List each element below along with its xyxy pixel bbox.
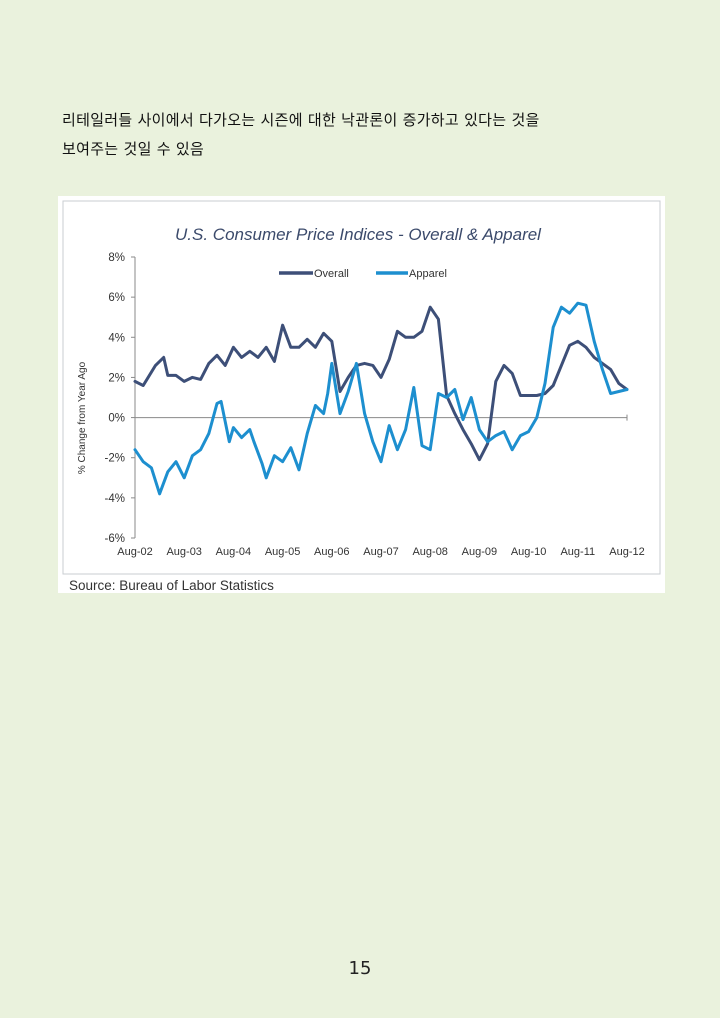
x-tick-label: Aug-03: [166, 546, 201, 558]
y-tick-label: -2%: [105, 453, 125, 465]
page-number: 15: [348, 958, 372, 979]
x-tick-label: Aug-11: [560, 546, 595, 558]
y-axis-label: % Change from Year Ago: [77, 361, 88, 474]
plot-lines: [133, 301, 629, 496]
y-tick-label: 4%: [108, 332, 125, 344]
y-tick-label: -6%: [105, 533, 125, 545]
x-tick-label: Aug-10: [511, 546, 546, 558]
paragraph-line-1: 리테일러들 사이에서 다가오는 시즌에 대한 낙관론이 증가하고 있다는 것을: [62, 111, 540, 129]
chart-source-note: Source: Bureau of Labor Statistics: [69, 578, 274, 593]
body-paragraph: 리테일러들 사이에서 다가오는 시즌에 대한 낙관론이 증가하고 있다는 것을 …: [62, 106, 662, 164]
legend-label-overall: Overall: [314, 268, 349, 280]
y-tick-label: 8%: [108, 252, 125, 264]
x-tick-label: Aug-06: [314, 546, 349, 558]
y-tick-label: -4%: [105, 493, 125, 505]
x-tick-label: Aug-04: [216, 546, 251, 558]
series-line-apparel: [133, 301, 629, 496]
x-tick-label: Aug-08: [412, 546, 447, 558]
chart-figure: U.S. Consumer Price Indices - Overall & …: [58, 196, 665, 593]
series-line-overall: [133, 305, 629, 462]
x-tick-label: Aug-12: [609, 546, 644, 558]
paragraph-line-2: 보여주는 것일 수 있음: [62, 140, 205, 158]
chart-legend: Overall Apparel: [279, 268, 447, 280]
x-tick-label: Aug-09: [462, 546, 497, 558]
cpi-line-chart: U.S. Consumer Price Indices - Overall & …: [62, 200, 661, 593]
y-tick-label: 6%: [108, 292, 125, 304]
x-tick-label: Aug-05: [265, 546, 300, 558]
chart-title: U.S. Consumer Price Indices - Overall & …: [175, 225, 542, 244]
x-tick-label: Aug-02: [117, 546, 152, 558]
chart-axes: 8% 6% 4% 2% 0% -2% -4% -6%Aug-02 Aug-03 Aug-04 Aug…: [105, 252, 645, 558]
x-tick-label: Aug-07: [363, 546, 398, 558]
y-tick-label: 0%: [108, 413, 125, 425]
y-tick-label: 2%: [108, 372, 125, 384]
legend-label-apparel: Apparel: [409, 268, 447, 280]
